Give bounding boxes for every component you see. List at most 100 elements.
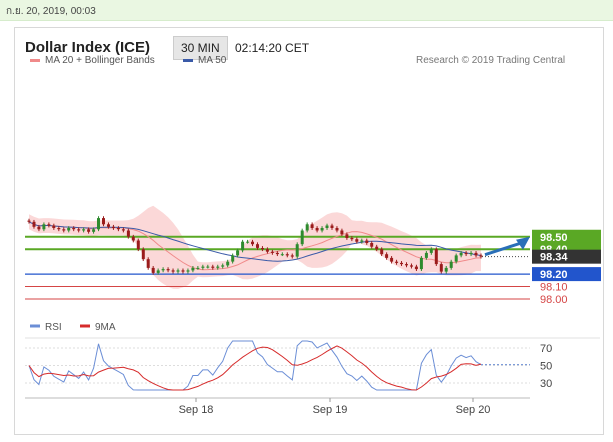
ma50-label: MA 50 <box>198 55 227 66</box>
candle-body <box>246 241 250 243</box>
candle-body <box>216 266 220 268</box>
candle-body <box>97 218 100 230</box>
candle-body <box>156 270 160 273</box>
credit-text: Research © 2019 Trading Central <box>416 55 566 66</box>
forecast-arrow-head <box>516 236 530 250</box>
candle-body <box>57 228 61 230</box>
candle-body <box>231 255 235 262</box>
price-tag-98-50 <box>532 229 601 244</box>
candle-body <box>47 224 51 226</box>
candle-body <box>261 248 264 250</box>
chart-header: Dollar Index (ICE) 30 MIN 02:14:20 CET <box>15 28 603 68</box>
candle-body <box>345 234 349 238</box>
candle-body <box>454 255 458 262</box>
candle-body <box>126 230 130 237</box>
candle-body <box>310 224 314 228</box>
ma50-swatch <box>183 58 193 62</box>
candle-body <box>37 226 41 230</box>
candle-body <box>62 229 66 231</box>
date-label: ก.ย. 20, 2019, 00:03 <box>6 6 96 17</box>
candle-body <box>365 240 369 243</box>
candle-body <box>459 252 463 256</box>
candle-body <box>419 257 423 270</box>
candle-body <box>375 246 379 250</box>
ma50-line <box>28 221 482 262</box>
rsi-tick-50: 50 <box>540 361 552 373</box>
candle-body <box>67 228 71 231</box>
candle-body <box>464 252 468 255</box>
candle-body <box>390 257 394 262</box>
candle-body <box>77 229 81 231</box>
price-label-98-00: 98.00 <box>540 294 568 306</box>
candle-body <box>42 224 46 230</box>
candle-body <box>151 267 155 273</box>
candle-body <box>474 252 478 256</box>
candle-body <box>102 218 105 225</box>
candle-body <box>226 261 230 266</box>
candle-body <box>429 249 433 253</box>
price-label-98-50: 98.50 <box>540 232 568 244</box>
forecast-arrow-shaft <box>484 241 523 257</box>
candle-body <box>241 241 245 251</box>
candle-body <box>444 267 448 272</box>
legend-ma50: MA 50 <box>183 55 226 66</box>
candle-body <box>305 224 309 231</box>
bollinger-band <box>29 205 481 289</box>
candle-body <box>449 261 453 268</box>
candle-body <box>385 254 389 258</box>
candle-body <box>87 229 91 232</box>
candle-body <box>340 230 344 235</box>
candle-body <box>439 264 443 272</box>
candle-body <box>270 251 274 253</box>
candle-body <box>196 267 200 269</box>
x-tick-label: Sep 20 <box>456 404 491 416</box>
price-tag-98-34 <box>532 249 601 264</box>
price-tag-98-20 <box>532 267 601 282</box>
rsi-legend-label: RSI <box>45 322 62 333</box>
candle-body <box>350 238 354 240</box>
candle-body <box>52 225 56 228</box>
candle-body <box>251 241 254 245</box>
rsi-tick-30: 30 <box>540 378 552 390</box>
candle-body <box>146 259 150 268</box>
ma20-label: MA 20 + Bollinger Bands <box>45 55 155 66</box>
candle-body <box>116 228 120 230</box>
candle-body <box>121 229 125 231</box>
date-bar: ก.ย. 20, 2019, 00:03 <box>0 0 613 21</box>
candle-body <box>325 225 329 228</box>
candle-body <box>107 224 110 227</box>
candle-body <box>300 230 304 245</box>
candle-body <box>280 254 284 256</box>
candle-body <box>186 270 190 272</box>
ma20-swatch <box>30 58 40 62</box>
candle-body <box>256 244 259 248</box>
candle-body <box>201 266 205 268</box>
candle-body <box>141 249 145 260</box>
rsi-ma-line <box>28 345 482 391</box>
candle-body <box>290 255 294 257</box>
candle-body <box>211 266 215 268</box>
candle-body <box>191 267 195 271</box>
candle-body <box>171 270 175 272</box>
candle-body <box>181 270 185 272</box>
candle-body <box>315 228 319 231</box>
candle-body <box>136 240 140 250</box>
candle-body <box>176 270 180 272</box>
candle-body <box>370 243 374 247</box>
candle-body <box>27 220 31 222</box>
candle-body <box>410 265 413 267</box>
candle-body <box>405 264 408 266</box>
candle-body <box>131 236 135 241</box>
candle-body <box>295 244 299 257</box>
candle-body <box>380 249 384 255</box>
rsi-tick-70: 70 <box>540 343 552 355</box>
candle-body <box>221 265 225 267</box>
instrument-title: Dollar Index (ICE) <box>25 39 151 56</box>
rsi-line <box>28 340 482 391</box>
candle-body <box>414 266 418 270</box>
candle-body <box>400 262 403 265</box>
timeframe-badge[interactable]: 30 MIN <box>173 36 228 60</box>
x-tick-label: Sep 18 <box>179 404 214 416</box>
ma20-line <box>28 221 482 271</box>
